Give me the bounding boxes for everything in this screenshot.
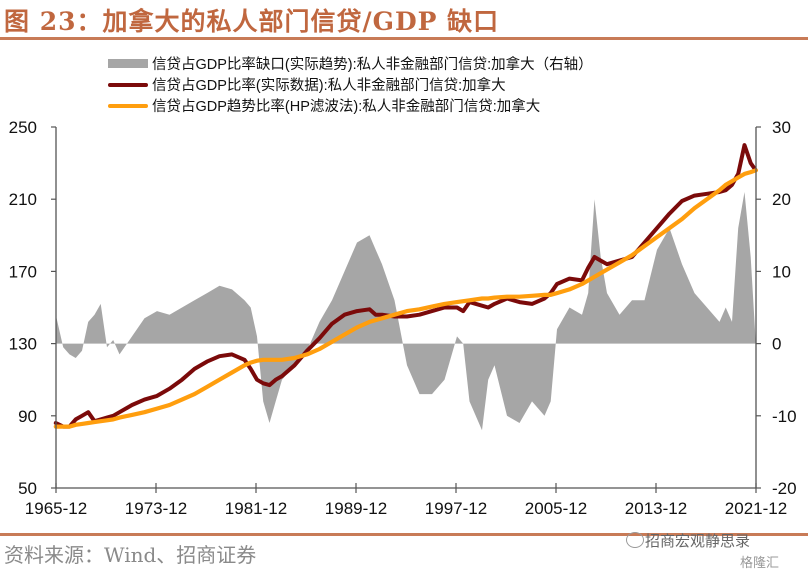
- wechat-icon: [626, 532, 644, 548]
- line-layer: [53, 143, 758, 429]
- gap-area-layer: [55, 192, 756, 431]
- legend-item-gap: 信贷占GDP比率缺口(实际趋势):私人非金融部门信贷:加拿大（右轴）: [108, 53, 593, 74]
- chart-legend: 信贷占GDP比率缺口(实际趋势):私人非金融部门信贷:加拿大（右轴） 信贷占GD…: [108, 53, 593, 116]
- legend-label-actual: 信贷占GDP比率(实际数据):私人非金融部门信贷:加拿大: [152, 78, 506, 94]
- series-trend-line: [53, 168, 758, 429]
- right-tick-label: 0: [772, 335, 781, 354]
- series-gap-area: [55, 192, 756, 431]
- right-tick-label: 20: [772, 190, 791, 209]
- source-note: 资料来源：Wind、招商证券: [4, 543, 257, 567]
- x-tick-label: 1981-12: [225, 499, 287, 518]
- axis-layer: 250 210 170 130 90 50 30 20 10 0 -10 -20 1965-12 1973…: [9, 118, 797, 518]
- series-actual-line: [53, 143, 758, 429]
- legend-swatch-actual: [108, 82, 148, 87]
- left-tick-label: 130: [9, 335, 37, 354]
- x-tick-label: 2021-12: [725, 499, 787, 518]
- figure-title: 图 23：加拿大的私人部门信贷/GDP 缺口: [4, 7, 500, 36]
- right-tick-label: -20: [772, 479, 797, 498]
- legend-item-actual: 信贷占GDP比率(实际数据):私人非金融部门信贷:加拿大: [108, 74, 593, 95]
- x-tick-label: 2013-12: [625, 499, 687, 518]
- left-tick-label: 210: [9, 190, 37, 209]
- left-tick-label: 50: [18, 479, 37, 498]
- right-tick-label: -10: [772, 407, 797, 426]
- footer-divider: [0, 533, 808, 536]
- watermark: 招商宏观静思录: [645, 533, 751, 550]
- legend-swatch-gap: [108, 59, 148, 68]
- title-divider: [0, 37, 808, 40]
- legend-swatch-trend: [108, 103, 148, 108]
- legend-item-trend: 信贷占GDP趋势比率(HP滤波法):私人非金融部门信贷:加拿大: [108, 95, 593, 116]
- watermark-logo: 格隆汇: [740, 555, 780, 570]
- left-tick-label: 250: [9, 118, 37, 137]
- left-tick-label: 90: [18, 407, 37, 426]
- x-tick-label: 1965-12: [25, 499, 87, 518]
- right-tick-label: 10: [772, 262, 791, 281]
- x-tick-label: 1973-12: [125, 499, 187, 518]
- x-tick-label: 1997-12: [425, 499, 487, 518]
- legend-label-gap: 信贷占GDP比率缺口(实际趋势):私人非金融部门信贷:加拿大（右轴）: [152, 57, 593, 73]
- right-tick-label: 30: [772, 118, 791, 137]
- chart-plot: 250 210 170 130 90 50 30 20 10 0 -10 -20 1965-12 1973…: [9, 118, 797, 518]
- x-tick-label: 1989-12: [325, 499, 387, 518]
- legend-label-trend: 信贷占GDP趋势比率(HP滤波法):私人非金融部门信贷:加拿大: [152, 99, 541, 115]
- left-tick-label: 170: [9, 262, 37, 281]
- x-tick-label: 2005-12: [525, 499, 587, 518]
